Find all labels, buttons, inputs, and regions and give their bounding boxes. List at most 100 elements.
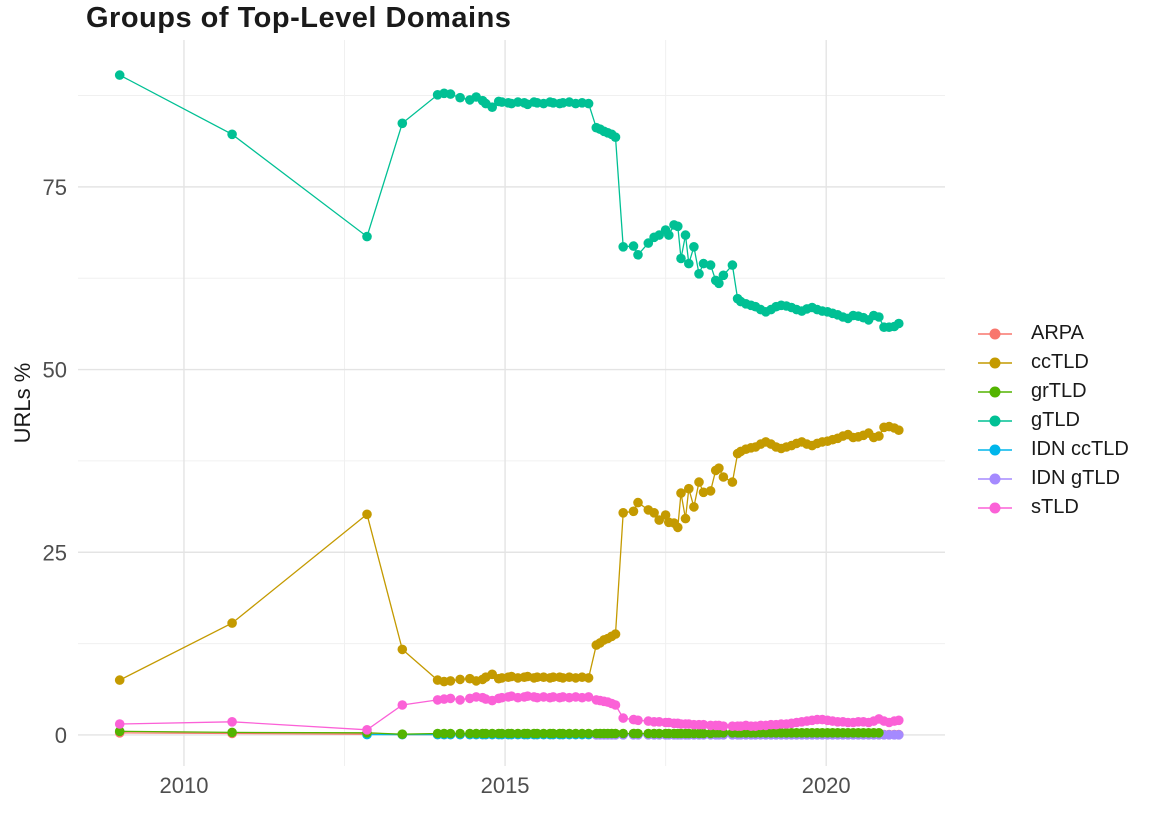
- data-point: [455, 92, 465, 103]
- legend-item-grTLD: grTLD: [975, 377, 1129, 406]
- legend-key-icon: [978, 502, 1012, 513]
- data-point: [705, 486, 716, 496]
- data-point: [894, 715, 904, 726]
- data-point: [684, 258, 694, 269]
- data-point: [397, 729, 408, 739]
- legend-key-icon: [978, 444, 1012, 455]
- legend: ARPA ccTLD grTLD gTLD IDN ccTLD IDN gTLD sTLD: [975, 319, 1129, 522]
- legend-label: sTLD: [1031, 496, 1079, 518]
- data-point: [649, 508, 659, 518]
- data-point: [114, 726, 125, 737]
- data-point: [583, 728, 594, 739]
- series-grTLD: [114, 726, 884, 739]
- y-axis-title: URLs %: [10, 363, 35, 444]
- data-point: [727, 260, 738, 270]
- data-point: [680, 513, 691, 524]
- data-point: [583, 98, 594, 109]
- series-line: [119, 74, 900, 328]
- data-point: [227, 129, 237, 140]
- series-layer: [114, 70, 904, 740]
- data-point: [397, 644, 408, 655]
- data-point: [664, 230, 674, 240]
- y-tick-label: 50: [43, 358, 67, 383]
- data-point: [718, 270, 729, 281]
- data-point: [714, 463, 724, 474]
- data-point: [874, 728, 884, 738]
- data-point: [698, 487, 709, 498]
- data-point: [894, 425, 904, 436]
- data-point: [114, 719, 125, 729]
- data-point: [628, 506, 639, 517]
- data-point: [455, 695, 465, 705]
- data-point: [694, 477, 704, 487]
- data-point: [654, 515, 664, 525]
- data-point: [633, 728, 643, 739]
- legend-item-IDN-gTLD: IDN gTLD: [975, 464, 1129, 493]
- legend-key-icon: [978, 473, 1012, 484]
- data-point: [114, 675, 125, 685]
- data-point: [698, 719, 709, 730]
- legend-item-ARPA: ARPA: [975, 319, 1129, 348]
- data-point: [610, 132, 621, 142]
- data-point: [583, 673, 594, 683]
- legend-key-icon: [978, 415, 1012, 426]
- data-point: [676, 253, 686, 264]
- data-point: [680, 230, 691, 240]
- data-point: [874, 312, 884, 322]
- legend-label: gTLD: [1031, 409, 1080, 431]
- data-point: [227, 717, 237, 727]
- data-point: [227, 618, 237, 628]
- data-point: [894, 318, 904, 329]
- data-point: [445, 693, 456, 704]
- data-point: [894, 730, 904, 740]
- data-point: [654, 230, 664, 240]
- data-point: [397, 118, 408, 129]
- data-point: [114, 70, 125, 80]
- data-point: [633, 715, 643, 726]
- legend-label: IDN ccTLD: [1031, 438, 1129, 460]
- data-point: [610, 728, 621, 739]
- data-point: [673, 522, 683, 533]
- data-point: [718, 728, 729, 738]
- data-point: [362, 725, 372, 735]
- legend-key-icon: [978, 328, 1012, 339]
- data-point: [689, 242, 699, 252]
- data-point: [583, 692, 594, 702]
- data-point: [618, 728, 628, 739]
- data-point: [397, 700, 408, 710]
- legend-key-icon: [978, 386, 1012, 397]
- data-point: [633, 250, 643, 260]
- data-point: [445, 89, 456, 99]
- data-point: [618, 508, 628, 518]
- legend-item-ccTLD: ccTLD: [975, 348, 1129, 377]
- data-point: [633, 497, 643, 508]
- data-point: [714, 278, 724, 289]
- legend-label: ARPA: [1031, 322, 1084, 344]
- axis-tick-labels: 0 25 50 75 2010 2015 2020: [43, 175, 851, 798]
- data-point: [618, 242, 628, 252]
- data-point: [694, 269, 704, 279]
- data-point: [445, 676, 456, 686]
- series-ccTLD: [114, 421, 904, 687]
- data-point: [610, 700, 621, 710]
- x-tick-label: 2010: [159, 773, 208, 798]
- series-gTLD: [114, 70, 904, 333]
- legend-label: grTLD: [1031, 380, 1087, 402]
- legend-item-gTLD: gTLD: [975, 406, 1129, 435]
- data-point: [718, 472, 729, 482]
- series-sTLD: [114, 691, 904, 735]
- data-point: [487, 102, 498, 112]
- data-point: [673, 221, 683, 232]
- data-point: [455, 728, 465, 739]
- data-point: [643, 238, 654, 248]
- legend-label: ccTLD: [1031, 351, 1089, 373]
- chart-title: Groups of Top-Level Domains: [86, 2, 512, 34]
- gridlines: [78, 40, 945, 766]
- data-point: [628, 241, 639, 251]
- data-point: [362, 509, 372, 520]
- data-point: [718, 721, 729, 731]
- data-point: [610, 629, 621, 639]
- data-point: [698, 728, 709, 739]
